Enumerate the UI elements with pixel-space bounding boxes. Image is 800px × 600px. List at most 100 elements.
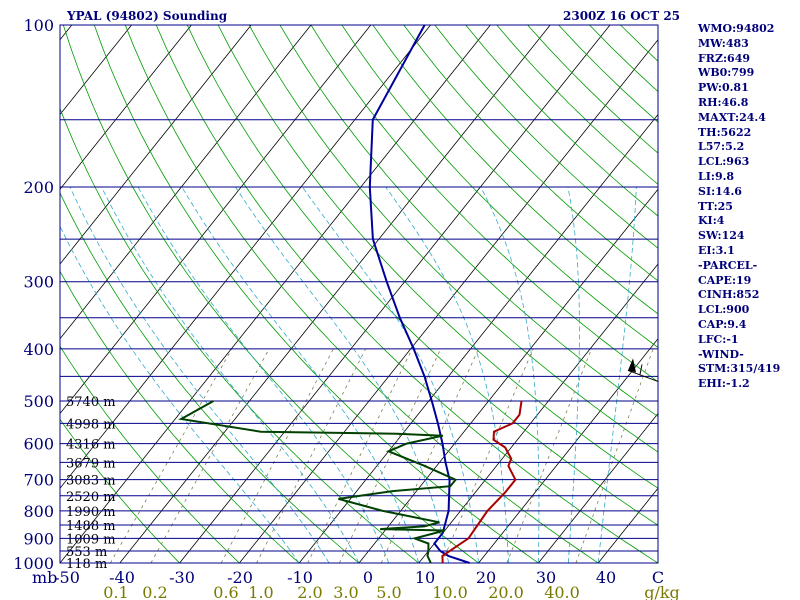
isotherm-line: [119, 25, 551, 563]
isotherm-line: [478, 338, 658, 563]
height-label: 3083 m: [66, 474, 116, 489]
mixing-ratio-line: [256, 348, 366, 563]
index-item: MW:483: [698, 36, 749, 50]
isotherm-line: [60, 25, 491, 563]
height-label: 118 m: [66, 557, 107, 572]
index-item: STM:315/419: [698, 362, 781, 376]
mixing-ratio-line: [150, 348, 270, 563]
pressure-tick-label: 600: [23, 435, 54, 454]
index-item: MAXT:24.4: [698, 110, 766, 124]
height-label: 4998 m: [66, 417, 116, 432]
index-item: -WIND-: [698, 347, 744, 361]
pressure-tick-label: 500: [23, 392, 54, 411]
index-item: WB0:799: [698, 66, 755, 80]
chart-title: YPAL (94802) Sounding: [66, 9, 228, 23]
dewpoint-profile: [178, 400, 458, 564]
dry-adiabat-line: [60, 191, 360, 563]
temperature-tick-label: -50: [54, 568, 80, 587]
wind-barb-feather: [639, 364, 643, 375]
temperature-profile: [368, 24, 470, 564]
pressure-tick-label: 700: [23, 471, 54, 490]
index-item: SW:124: [698, 229, 745, 243]
isotherm-line: [538, 412, 658, 563]
temperature-tick-label: 40: [596, 568, 616, 587]
isotherm-line: [60, 25, 192, 190]
mixing-ratio-tick-label: 40.0: [544, 583, 580, 600]
pressure-tick-label: 1000: [13, 554, 54, 573]
moist-adiabat-line: [385, 186, 509, 563]
moist-adiabat-line: [69, 186, 330, 563]
index-item: TT:25: [698, 199, 733, 213]
moist-adiabat-line: [480, 186, 540, 563]
height-label: 553 m: [66, 545, 107, 560]
mixing-ratio-line: [441, 348, 534, 563]
height-label: 4316 m: [66, 438, 116, 453]
index-item: PW:0.81: [698, 81, 749, 95]
temperature-tick-label: C: [652, 568, 664, 587]
pressure-tick-label: 800: [23, 502, 54, 521]
pressure-tick-label: 200: [23, 178, 54, 197]
index-item: LCL:963: [698, 155, 750, 169]
plot-border: [59, 24, 659, 564]
mixing-ratio-line: [220, 348, 334, 563]
wind-barb-flag: [628, 358, 636, 373]
mixing-ratio-tick-label: 0.6: [213, 583, 238, 600]
temperature-tick-label: 20: [476, 568, 496, 587]
index-item: RH:46.8: [698, 95, 749, 109]
moist-adiabat-line: [181, 186, 420, 563]
isotherm-line: [60, 25, 372, 415]
isotherm-line: [60, 25, 252, 265]
upper-moisture-profile: [441, 400, 523, 564]
index-item: KI:4: [698, 214, 725, 228]
pressure-tick-label: 300: [23, 273, 54, 292]
index-item: TH:5622: [698, 125, 752, 139]
isotherm-line: [60, 25, 431, 489]
mixing-ratio-tick-label: 0.2: [142, 583, 167, 600]
temperature-tick-label: -40: [109, 568, 135, 587]
dry-adiabat-line: [124, 25, 599, 563]
temperature-tick-label: 10: [415, 568, 435, 587]
height-label: 1488 m: [66, 519, 116, 534]
stability-index-panel: WMO:94802 MW:483 FRZ:649 WB0:799 PW:0.81 RH:4…: [698, 22, 798, 392]
isotherm-line: [0, 25, 12, 563]
index-item: LI:9.8: [698, 169, 735, 183]
temperature-tick-label: 0: [363, 568, 373, 587]
mixing-ratio-tick-label: 10.0: [432, 583, 468, 600]
index-item: CINH:852: [698, 288, 760, 302]
mixing-ratio-line: [338, 348, 442, 563]
pressure-unit-label: mb: [32, 568, 57, 587]
mixing-ratio-tick-label: 3.0: [333, 583, 358, 600]
height-label: 5740 m: [66, 395, 116, 410]
mixing-ratio-tick-label: 20.0: [488, 583, 524, 600]
index-item: FRZ:649: [698, 51, 751, 65]
isotherm-line: [179, 25, 611, 563]
index-item: LCL:900: [698, 303, 750, 317]
mixing-ratio-tick-label: 2.0: [297, 583, 322, 600]
dry-adiabat-line: [93, 25, 539, 563]
isotherm-line: [418, 263, 658, 563]
temperature-tick-label: -30: [169, 568, 195, 587]
moist-adiabat-line: [567, 186, 580, 563]
temperature-tick-label: -10: [287, 568, 313, 587]
isotherm-line: [239, 39, 658, 563]
chart-time: 2300Z 16 OCT 25: [563, 9, 680, 23]
height-label: 3679 m: [66, 456, 116, 471]
temperature-tick-label: 30: [536, 568, 556, 587]
moist-adiabat-line: [101, 186, 360, 563]
mixing-ratio-unit-label: g/kg: [644, 583, 680, 600]
index-item: EHI:-1.2: [698, 377, 750, 391]
height-label: 1009 m: [66, 532, 116, 547]
wind-barb-staff: [627, 369, 659, 382]
mixing-ratio-line: [307, 348, 413, 563]
height-label: 1990 m: [66, 505, 116, 520]
pressure-tick-label: 400: [23, 340, 54, 359]
mixing-ratio-tick-label: 1.0: [248, 583, 273, 600]
pressure-tick-label: 900: [23, 529, 54, 548]
index-item: CAP:9.4: [698, 317, 747, 331]
isotherm-line: [358, 188, 658, 563]
mixing-ratio-tick-label: 0.1: [103, 583, 128, 600]
mixing-ratio-line: [506, 348, 592, 563]
isotherm-line: [60, 25, 312, 340]
temperature-tick-label: -20: [227, 568, 253, 587]
